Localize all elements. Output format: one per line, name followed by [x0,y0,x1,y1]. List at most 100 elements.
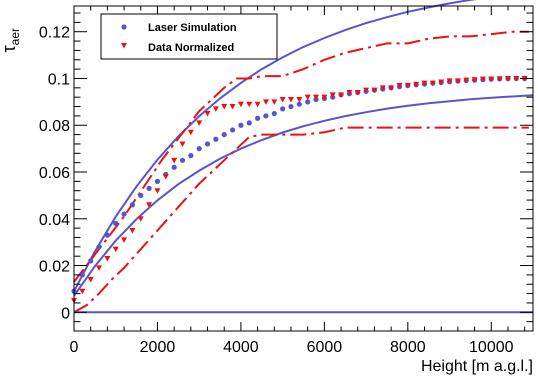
data-point-data-normalized [87,277,94,283]
data-point-laser-simulation [229,127,236,133]
data-point-laser-simulation [196,146,202,152]
data-point-laser-simulation [204,141,211,147]
y-tick-label: 0.08 [39,118,70,135]
legend-box [100,13,278,60]
data-point-data-normalized [237,101,244,108]
data-point-laser-simulation [121,211,127,217]
data-point-data-normalized [279,97,286,103]
data-point-laser-simulation [238,122,244,128]
data-point-laser-simulation [88,258,94,264]
data-point-laser-simulation [246,120,252,126]
data-point-laser-simulation [255,115,261,121]
data-point-data-normalized [363,87,370,94]
data-point-data-normalized [496,76,503,82]
data-point-data-normalized [354,90,361,96]
x-tick-label: 2000 [140,339,176,356]
x-tick-label: 8000 [390,339,426,356]
data-point-laser-simulation [280,106,286,112]
y-tick-label: 0.06 [39,165,70,182]
series-line-data-lower [73,126,529,314]
data-point-data-normalized [246,101,253,108]
data-point-data-normalized [413,81,420,88]
data-point-data-normalized [104,256,111,262]
data-point-laser-simulation [263,113,269,119]
legend-label-data-normalized: Data Normalized [148,42,234,54]
y-tick-label: 0.12 [39,25,70,42]
data-point-laser-simulation [288,103,294,110]
data-point-laser-simulation [188,153,194,159]
data-point-data-normalized [296,97,303,103]
legend-marker-data-normalized [121,43,127,49]
data-point-data-normalized [146,202,153,208]
data-point-laser-simulation [179,157,186,163]
data-point-laser-simulation [296,101,302,107]
data-point-data-normalized [187,129,194,136]
data-point-laser-simulation [146,185,152,191]
data-point-data-normalized [229,104,236,110]
legend: Laser Simulation Data Normalized [100,13,278,60]
data-point-laser-simulation [221,131,227,138]
data-point-data-normalized [438,79,445,85]
data-point-laser-simulation [138,192,144,198]
data-point-data-normalized [254,101,261,108]
data-point-laser-simulation [113,220,119,227]
data-point-laser-simulation [213,136,219,142]
data-point-data-normalized [313,94,320,101]
data-point-data-normalized [221,104,228,110]
data-point-data-normalized [488,76,495,82]
data-point-laser-simulation [79,272,85,278]
data-point-data-normalized [137,216,144,222]
data-point-data-normalized [421,80,428,87]
y-tick-label: 0.04 [39,212,70,229]
data-point-data-normalized [454,78,461,84]
x-tick-label: 0 [70,339,79,356]
data-point-data-normalized [479,76,486,83]
data-point-data-normalized [204,111,211,117]
data-point-data-normalized [404,82,411,89]
data-point-data-normalized [446,78,453,84]
data-point-data-normalized [162,174,169,180]
plot-frame [73,5,534,332]
y-tick-label: 0.02 [39,259,70,276]
data-point-data-normalized [271,99,278,105]
data-point-data-normalized [504,75,511,82]
axis-ticks [73,6,533,331]
y-tick-label: 0 [61,305,70,322]
data-point-data-normalized [371,87,378,94]
data-point-data-normalized [179,141,186,147]
y-axis-title: τaer [0,28,22,52]
data-point-data-normalized [396,82,403,89]
data-point-data-normalized [171,157,178,164]
y-tick-label: 0.1 [48,71,70,88]
data-point-data-normalized [338,92,345,98]
data-point-data-normalized [346,90,353,96]
data-point-data-normalized [96,265,103,271]
data-point-data-normalized [79,288,86,295]
data-point-data-normalized [262,99,269,105]
data-point-data-normalized [463,77,470,84]
tick-labels: 0 2000 4000 6000 8000 10000 0 0.02 0.04 0.06 0.08 0… [39,25,514,356]
y-axis-symbol: τ [0,45,19,52]
legend-marker-laser-simulation [121,24,127,30]
data-point-laser-simulation [271,110,277,117]
data-point-data-normalized [429,80,436,87]
data-point-laser-simulation [96,244,102,250]
data-point-data-normalized [196,120,203,126]
data-point-data-normalized [154,188,161,194]
series-line-simulation-lower [73,94,534,297]
data-point-data-normalized [321,94,328,101]
series-line-simulation-upper [73,0,477,292]
data-point-data-normalized [121,237,128,243]
data-point-data-normalized [287,97,294,103]
data-point-laser-simulation [171,164,177,170]
data-point-data-normalized [388,85,395,91]
data-point-data-normalized [112,246,119,253]
data-point-laser-simulation [104,232,110,238]
data-point-data-normalized [471,77,478,83]
data-point-data-normalized [379,85,386,91]
x-tick-label: 6000 [307,339,343,356]
data-point-data-normalized [304,94,311,101]
series-markers [71,75,528,304]
